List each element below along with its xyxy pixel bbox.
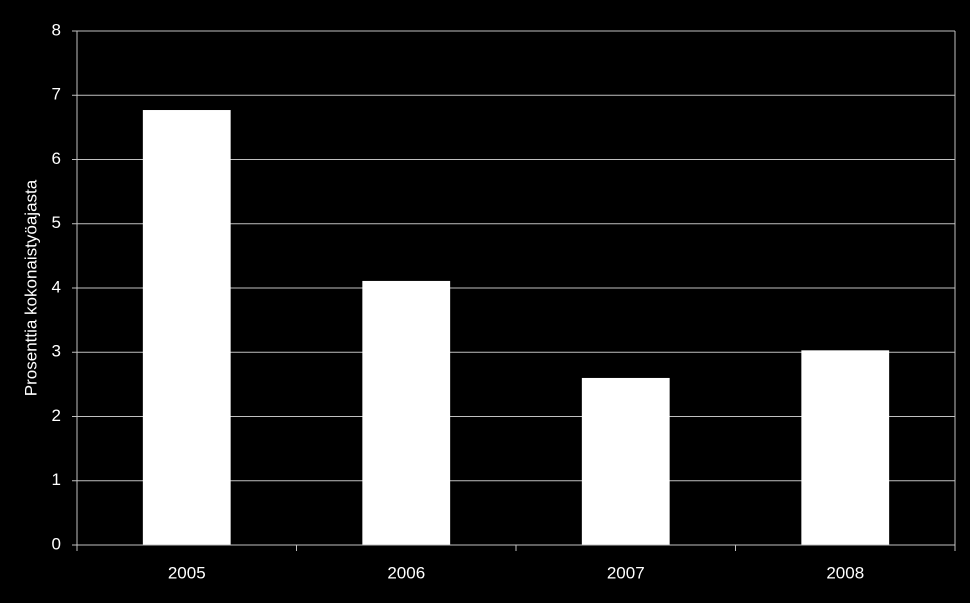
bar [142, 110, 231, 545]
y-tick-label: 5 [52, 213, 61, 232]
bar [581, 377, 670, 545]
bar [801, 350, 890, 545]
y-tick-label: 6 [52, 149, 61, 168]
x-tick-label: 2006 [387, 563, 425, 582]
y-tick-label: 3 [52, 342, 61, 361]
y-tick-label: 7 [52, 85, 61, 104]
bar [362, 280, 451, 545]
x-tick-label: 2007 [607, 563, 645, 582]
x-tick-label: 2005 [168, 563, 206, 582]
y-tick-label: 8 [52, 20, 61, 39]
y-tick-label: 2 [52, 406, 61, 425]
x-tick-label: 2008 [826, 563, 864, 582]
y-axis-label: Prosenttia kokonaistyöajasta [21, 179, 40, 396]
y-tick-label: 4 [52, 277, 61, 296]
y-tick-label: 1 [52, 470, 61, 489]
y-tick-label: 0 [52, 534, 61, 553]
